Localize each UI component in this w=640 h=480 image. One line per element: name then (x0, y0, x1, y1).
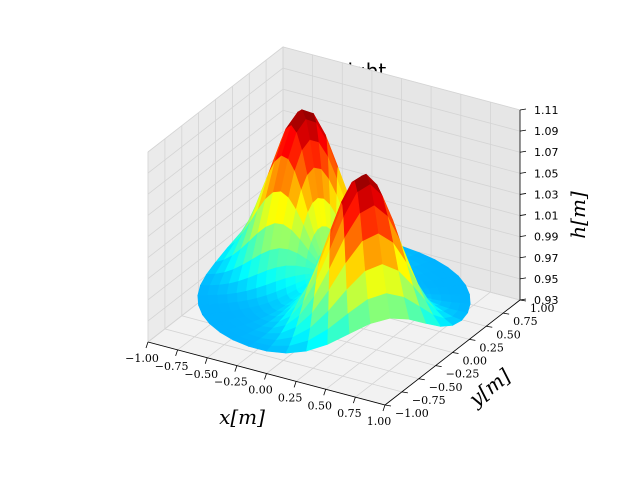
y-tick-mark (384, 404, 392, 407)
y-tick-label: −1.00 (395, 407, 429, 420)
x-tick-label: 0.50 (308, 399, 333, 412)
x-tick-mark (382, 404, 386, 412)
z-tick-label: 0.95 (534, 273, 559, 286)
x-tick-label: −0.25 (214, 376, 248, 389)
z-tick-label: 1.09 (534, 125, 559, 138)
z-gridline (147, 46, 521, 153)
z-tick-mark (519, 108, 527, 111)
z-tick-mark (519, 235, 527, 238)
x-tick-label: 0.75 (337, 407, 362, 420)
surface-facet (459, 294, 471, 305)
y-tick-mark (469, 338, 476, 341)
y-tick-label: 0.75 (513, 315, 538, 328)
y-tick-label: 1.00 (530, 302, 555, 315)
y-tick-label: 0.00 (463, 355, 488, 368)
x-tick-mark (352, 396, 356, 404)
y-tick-label: −0.50 (429, 381, 463, 394)
y-tick-mark (503, 312, 510, 315)
x-tick-label: −0.50 (184, 368, 218, 381)
z-tick-mark (519, 277, 527, 280)
x-tick-label: 0.25 (278, 391, 303, 404)
y-tick-mark (401, 391, 408, 394)
x-tick-mark (323, 389, 327, 396)
surface-facet (197, 295, 209, 306)
y-tick-label: −0.75 (412, 394, 446, 407)
z-gridline (147, 130, 521, 237)
z-tick-label: 0.97 (534, 252, 559, 265)
x-axis-label: x[m] (219, 405, 265, 429)
z-gridline (147, 88, 521, 195)
x-tick-mark (264, 373, 267, 380)
x-tick-mark (175, 349, 179, 357)
z-tick-label: 1.03 (534, 188, 559, 201)
x-tick-label: −1.00 (125, 352, 159, 365)
surface-facet (449, 294, 461, 304)
z-tick-mark (519, 214, 527, 216)
z-tick-label: 0.93 (534, 294, 559, 307)
z-tick-mark (519, 129, 527, 132)
x-tick-label: −0.75 (155, 360, 189, 373)
z-tick-label: 0.99 (534, 231, 559, 244)
y-tick-label: 0.50 (496, 328, 521, 341)
x-tick-label: 0.00 (248, 384, 273, 397)
surface-facet (226, 292, 238, 304)
y-tick-mark (486, 325, 493, 328)
x-tick-mark (145, 341, 149, 349)
y-tick-mark (418, 378, 425, 381)
y-tick-mark (452, 352, 459, 354)
z-tick-mark (519, 150, 527, 153)
y-tick-label: −0.25 (446, 368, 480, 381)
x-tick-mark (204, 357, 208, 364)
surface-facet (216, 294, 228, 305)
tick-labels: −1.00−0.75−0.50−0.250.000.250.500.751.00… (125, 104, 558, 428)
x-tick-mark (293, 381, 297, 388)
surface-facet (207, 294, 219, 306)
y-tick-label: 0.25 (479, 341, 504, 354)
z-tick-label: 1.05 (534, 167, 559, 180)
x-tick-mark (234, 365, 238, 372)
z-gridline (147, 67, 521, 174)
y-tick-mark (435, 365, 442, 368)
surface-plot (197, 109, 471, 354)
z-gridline (147, 109, 521, 216)
z-tick-label: 1.07 (534, 146, 559, 159)
x-tick-label: 1.00 (367, 415, 392, 428)
z-tick-mark (519, 171, 527, 174)
z-tick-mark (519, 193, 527, 195)
z-tick-mark (519, 298, 527, 301)
surface-facet (327, 313, 350, 345)
z-tick-mark (519, 256, 527, 259)
z-axis-label: h[m] (566, 191, 590, 239)
z-tick-label: 1.01 (534, 210, 559, 223)
z-tick-label: 1.11 (534, 104, 559, 117)
